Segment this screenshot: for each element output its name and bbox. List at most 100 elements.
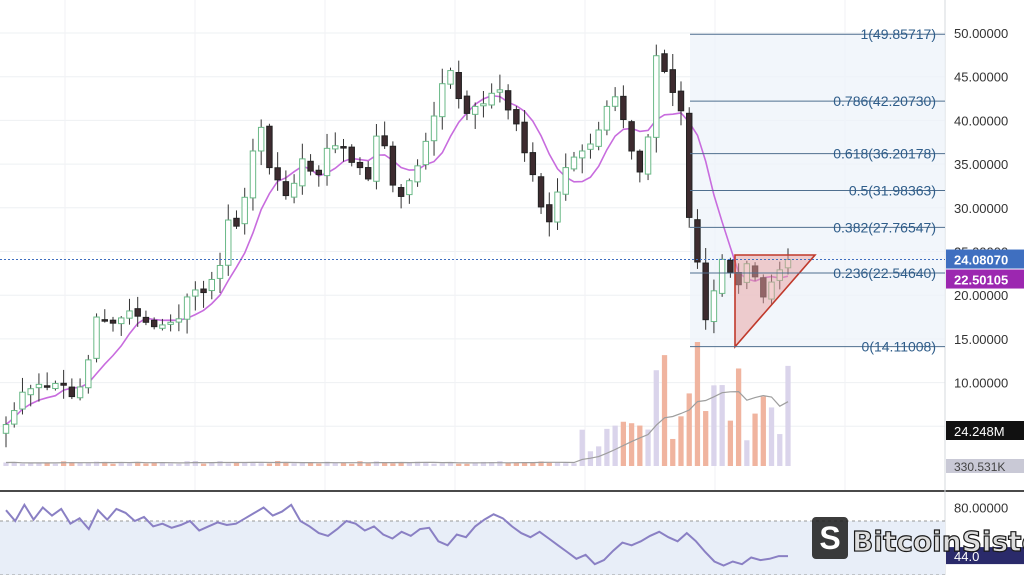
candle-body — [43, 385, 51, 388]
watermark: SBitcoinSistemiBitcoinSistemi — [812, 517, 1024, 559]
volume-bar — [480, 461, 487, 466]
volume-bar — [19, 463, 26, 466]
candle-body — [118, 317, 125, 325]
fib-level-label: 0.5(31.98363) — [849, 182, 936, 198]
candle-body — [611, 96, 619, 107]
candle-body — [167, 321, 174, 325]
candle-body — [299, 158, 306, 187]
volume-bar — [604, 428, 610, 466]
oscillator-badge-label: 44.0 — [954, 549, 979, 564]
candle-body — [233, 217, 240, 227]
candle-body — [644, 136, 652, 175]
volume-badge — [946, 421, 1024, 440]
price-badge-label: 24.08070 — [954, 253, 1008, 268]
volume-bar — [686, 393, 692, 466]
candle-body — [595, 129, 602, 147]
candle-body — [60, 382, 67, 386]
volume-bar — [52, 463, 59, 466]
volume-bar — [283, 462, 289, 466]
candle-body — [183, 296, 191, 320]
triangle-shape — [734, 254, 817, 349]
candle-body — [480, 103, 487, 107]
candle-body — [439, 83, 446, 118]
fib-level-label: 1(49.85717) — [860, 26, 936, 42]
candle-body — [521, 121, 528, 154]
volume-bar — [167, 463, 174, 466]
candle-body — [578, 150, 586, 159]
candle-body — [11, 410, 18, 425]
volume-bar — [628, 423, 635, 466]
volume-bar — [233, 462, 240, 466]
volume-bar — [447, 462, 454, 466]
fib-level-label: 0.236(22.54640) — [833, 265, 936, 281]
volume-bar — [464, 463, 470, 466]
volume-bar — [373, 461, 380, 466]
volume-bar — [85, 463, 91, 466]
volume-bar — [703, 411, 709, 466]
fib-level-label: 0(14.11008) — [862, 339, 936, 355]
volume-bar — [60, 461, 67, 466]
volume-bar — [159, 462, 166, 466]
candle-body — [718, 258, 726, 294]
volume-bar — [579, 429, 585, 466]
candle-body — [406, 180, 413, 196]
volume-bar — [546, 462, 552, 466]
candle-body — [430, 115, 438, 142]
candle-body — [677, 90, 685, 112]
candle-body — [496, 89, 504, 93]
candle-body — [282, 181, 290, 197]
volume-bar — [456, 463, 462, 466]
volume-bar — [36, 462, 42, 466]
volume-bar — [513, 462, 519, 466]
volume-bar — [275, 461, 281, 466]
candle-body — [192, 289, 199, 297]
candle-body — [414, 165, 421, 183]
candle-body — [546, 204, 553, 223]
candle-body — [389, 145, 397, 186]
candle-body — [686, 112, 693, 218]
volume-bar — [768, 407, 775, 466]
candle-body — [513, 109, 520, 125]
volume-bar — [349, 463, 355, 466]
volume-bar — [225, 463, 231, 466]
volume-bar — [398, 462, 404, 466]
volume-badge-label: 24.248M — [954, 424, 1005, 439]
candle-body — [109, 319, 117, 324]
volume-bar — [184, 461, 190, 466]
candle-body — [447, 70, 454, 85]
candle-body — [710, 290, 718, 323]
volume-bar — [777, 434, 783, 466]
candle-body — [463, 95, 471, 114]
volume-bar — [209, 462, 215, 466]
volume-bar — [727, 420, 734, 466]
candle-body — [332, 145, 339, 150]
candle-body — [266, 125, 273, 169]
volume-bar — [102, 461, 108, 466]
volume-bar — [620, 421, 627, 466]
volume-bar — [118, 462, 124, 466]
price-badge — [946, 269, 1024, 289]
candle-body — [381, 135, 388, 147]
candle-body — [636, 150, 644, 173]
volume-bar — [135, 461, 141, 466]
fib-level-label: 0.382(27.76547) — [833, 219, 936, 235]
volume-bar — [406, 462, 412, 466]
candle-body — [68, 386, 76, 398]
y-tick-label: 40.00000 — [954, 113, 1008, 128]
volume-bar — [678, 416, 684, 466]
volume-bar — [423, 462, 429, 466]
y-tick-label: 35.00000 — [954, 157, 1008, 172]
volume-bar — [324, 461, 330, 466]
candle-body — [529, 152, 537, 176]
candle-body — [315, 169, 323, 176]
volume-bar — [143, 463, 149, 466]
y-tick-label: 50.00000 — [954, 26, 1008, 41]
volume-bar — [44, 462, 50, 466]
volume-bar — [266, 463, 273, 466]
volume-bar — [612, 425, 618, 466]
y-tick-label: 45.00000 — [954, 70, 1008, 85]
price-badge-label: 22.50105 — [954, 273, 1008, 288]
volume-bar — [69, 462, 75, 466]
